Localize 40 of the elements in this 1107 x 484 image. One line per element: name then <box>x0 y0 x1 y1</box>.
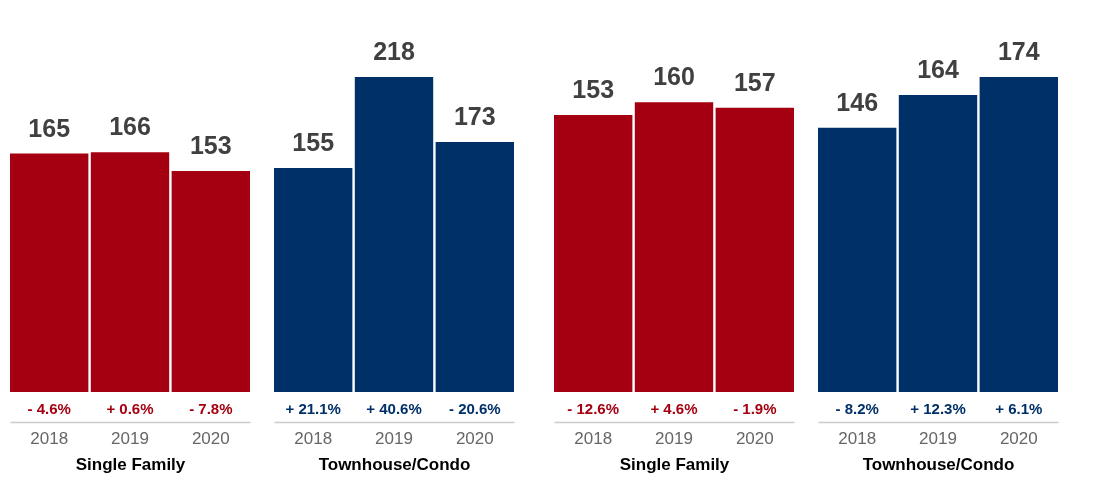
data-label: 218 <box>373 37 415 65</box>
data-label: 165 <box>28 113 71 142</box>
data-label: 166 <box>109 112 151 141</box>
x-axis-title: Townhouse/Condo <box>862 454 1015 474</box>
data-label: 173 <box>453 102 496 131</box>
x-axis-title: Single Family <box>75 454 186 474</box>
x-tick-label: 2019 <box>111 428 149 448</box>
data-label: 160 <box>653 62 695 91</box>
data-label: 174 <box>997 37 1040 65</box>
x-tick-label: 2020 <box>191 428 230 448</box>
x-tick-label: 2018 <box>294 428 333 448</box>
x-tick-label: 2019 <box>655 428 693 448</box>
text: + 12.3% <box>910 400 966 417</box>
data-label: 146 <box>836 87 879 116</box>
x-tick-label: 2020 <box>735 428 774 448</box>
text: - 8.2% <box>835 400 879 417</box>
x-axis-title: Townhouse/Condo <box>318 454 471 474</box>
text: + 6.1% <box>995 400 1043 417</box>
text: - 20.6% <box>448 400 501 417</box>
text: - 4.6% <box>27 400 71 417</box>
x-tick-label: 2018 <box>574 428 613 448</box>
text: - 1.9% <box>733 400 777 417</box>
data-label: 164 <box>917 55 959 84</box>
data-label: 153 <box>189 130 232 159</box>
text: + 0.6% <box>106 400 154 417</box>
text: + 4.6% <box>650 400 698 417</box>
data-label: 155 <box>292 128 335 157</box>
x-tick-label: 2019 <box>919 428 957 448</box>
x-tick-label: 2018 <box>30 428 69 448</box>
text: + 21.1% <box>285 400 341 417</box>
x-tick-label: 2020 <box>455 428 494 448</box>
text: - 7.8% <box>189 400 233 417</box>
x-axis-title: Single Family <box>619 454 730 474</box>
x-tick-label: 2020 <box>999 428 1038 448</box>
x-tick-label: 2019 <box>375 428 413 448</box>
text: - 12.6% <box>567 400 620 417</box>
data-label: 157 <box>733 67 776 96</box>
x-tick-label: 2018 <box>838 428 877 448</box>
data-label: 153 <box>572 75 615 104</box>
text: + 40.6% <box>366 400 422 417</box>
